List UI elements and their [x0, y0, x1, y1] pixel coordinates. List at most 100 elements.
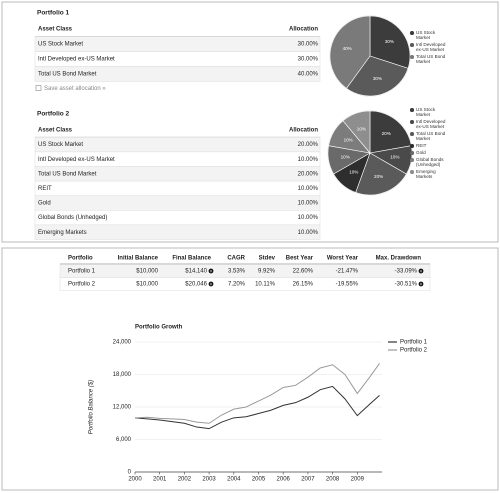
column-header: Max. Drawdown	[376, 256, 422, 262]
slice-label: 10%	[357, 127, 366, 132]
legend-swatch	[410, 43, 414, 47]
legend-swatch	[410, 108, 414, 112]
legend-item: Intl Developed ex-US Market	[410, 119, 450, 129]
allocation: 40.00%	[298, 72, 319, 78]
legend-item: Global Bonds (Unhedged)	[410, 157, 450, 167]
series-line	[134, 363, 380, 424]
table-row	[34, 66, 321, 82]
table-row	[34, 224, 321, 240]
y-tick-label: 12,000	[113, 405, 132, 411]
stat-cell: $14,140	[185, 269, 207, 275]
x-tick-label: 2001	[153, 477, 167, 483]
allocation: 10.00%	[298, 157, 319, 163]
save-link[interactable]: Save asset allocation »	[44, 86, 106, 92]
y-axis-label: Portfolio Balance ($)	[89, 380, 95, 434]
pie-slice	[329, 15, 371, 89]
table-row	[34, 195, 321, 211]
allocation: 10.00%	[298, 230, 319, 236]
stat-cell: Portfolio 2	[68, 282, 96, 288]
slice-label: 10%	[349, 170, 358, 175]
asset-class: Global Bonds (Unhedged)	[38, 215, 107, 221]
slice-label: 40%	[343, 46, 352, 51]
column-header: Best Year	[286, 256, 314, 262]
column-header: Final Balance	[172, 256, 211, 262]
portfolio-title: Portfolio 2	[37, 111, 70, 118]
allocation: 30.00%	[298, 42, 319, 48]
allocation: 30.00%	[298, 57, 319, 63]
stat-cell: -33.09%	[395, 269, 418, 275]
stat-cell: 9.92%	[258, 269, 276, 275]
column-header: CAGR	[227, 256, 245, 262]
y-tick-label: 24,000	[113, 340, 132, 346]
column-header: Worst Year	[327, 256, 359, 262]
slice-label: 30%	[385, 39, 394, 44]
allocation: 10.00%	[298, 186, 319, 192]
legend-item: Intl Developed ex-US Market	[410, 42, 450, 52]
slice-label: 10%	[344, 138, 353, 143]
legend-swatch	[410, 170, 414, 174]
column-header: Stdev	[259, 256, 276, 262]
info-icon-glyph	[210, 283, 212, 286]
asset-class: US Stock Market	[38, 42, 83, 48]
x-tick-label: 2009	[351, 477, 365, 483]
series-line	[134, 385, 380, 430]
table-header-bg	[35, 122, 320, 138]
table-row	[59, 264, 431, 278]
slice-label: 30%	[373, 76, 382, 81]
x-tick-label: 2008	[326, 477, 340, 483]
legend-swatch	[410, 31, 414, 35]
stat-cell: -30.51%	[395, 282, 418, 288]
pie-slice	[369, 15, 411, 69]
legend-item: US Stock Market	[410, 107, 450, 117]
save-icon	[35, 85, 42, 91]
allocation: 10.00%	[298, 215, 319, 221]
stat-cell: 3.53%	[228, 269, 246, 275]
info-icon-glyph	[420, 283, 422, 286]
x-tick-label: 2004	[227, 477, 241, 483]
pie-slice	[369, 110, 412, 154]
asset-class: Total US Bond Market	[38, 171, 97, 177]
column-header: Initial Balance	[118, 256, 159, 262]
legend-item: Gold	[410, 150, 450, 155]
stat-cell: $10,000	[136, 269, 158, 275]
asset-class: US Stock Market	[38, 142, 83, 148]
asset-class: Emerging Markets	[38, 230, 87, 236]
y-tick-label: 6,000	[116, 437, 132, 443]
legend-item: Emerging Markets	[410, 169, 450, 179]
portfolio-title: Portfolio 1	[37, 10, 70, 17]
allocation: 20.00%	[298, 142, 319, 148]
slice-label: 20%	[382, 131, 391, 136]
column-header: Allocation	[289, 128, 318, 134]
x-tick-label: 2000	[128, 477, 142, 483]
column-header: Asset Class	[38, 128, 73, 134]
legend-swatch	[410, 158, 414, 162]
stat-cell: 22.60%	[293, 269, 314, 275]
legend-label: Portfolio 1	[400, 340, 428, 346]
pie-slice	[342, 110, 371, 154]
column-header: Asset Class	[38, 27, 73, 33]
stat-cell: Portfolio 1	[68, 269, 96, 275]
legend-item: Total US Bond Market	[410, 131, 450, 141]
legend-swatch	[410, 120, 414, 124]
slice-label: 20%	[374, 174, 383, 179]
stat-cell: $10,000	[136, 282, 158, 288]
stat-cell: -21.47%	[336, 269, 359, 275]
y-tick-label: 18,000	[113, 372, 132, 378]
asset-class: REIT	[38, 186, 52, 192]
y-tick-label: 0	[128, 470, 132, 476]
allocation: 20.00%	[298, 171, 319, 177]
asset-class: Total US Bond Market	[38, 72, 97, 78]
stat-cell: -19.55%	[336, 282, 359, 288]
legend-swatch	[410, 55, 414, 59]
legend-item: REIT	[410, 143, 450, 148]
table-row	[34, 180, 321, 196]
stat-cell: 7.20%	[228, 282, 246, 288]
info-icon-glyph	[420, 270, 422, 273]
x-tick-label: 2002	[178, 477, 192, 483]
slice-label: 10%	[390, 155, 399, 160]
x-tick-label: 2005	[252, 477, 266, 483]
x-tick-label: 2003	[202, 477, 216, 483]
x-tick-label: 2007	[301, 477, 315, 483]
column-header: Allocation	[289, 27, 318, 33]
